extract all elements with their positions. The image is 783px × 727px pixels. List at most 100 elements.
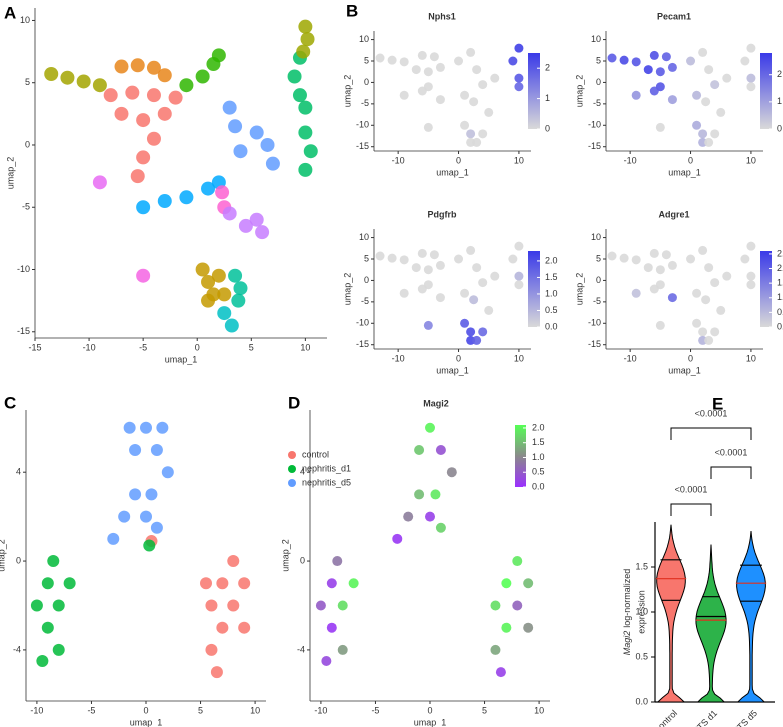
cell-point — [392, 533, 403, 544]
cell-point — [746, 280, 756, 290]
cell-point — [233, 281, 248, 296]
cell-point — [746, 82, 756, 92]
cell-point — [200, 577, 212, 590]
cell-point — [156, 421, 169, 434]
cell-point — [631, 288, 641, 298]
colorbar-label: 0.0 — [532, 481, 545, 491]
cell-point — [643, 65, 653, 75]
cell-point — [348, 578, 359, 589]
colorbar-label: 2 — [545, 63, 550, 73]
cell-point — [337, 644, 348, 655]
cell-point — [716, 305, 726, 315]
violin-body — [736, 530, 766, 703]
cell-point — [478, 327, 488, 337]
cell-point — [296, 44, 311, 59]
cell-point — [466, 245, 476, 255]
cell-point — [631, 255, 641, 265]
legend-label: nephritis_d5 — [302, 477, 351, 487]
cell-point — [157, 194, 172, 209]
cell-point — [704, 263, 714, 273]
cell-point — [655, 320, 665, 330]
cell-point — [399, 255, 409, 265]
cell-point — [201, 181, 216, 196]
cell-point — [514, 280, 524, 290]
y-tick-label: -10 — [588, 318, 601, 328]
cell-point — [698, 327, 708, 337]
cell-point — [423, 265, 433, 275]
colorbar — [528, 251, 540, 327]
cell-point — [114, 59, 129, 74]
x-axis-label: umap_1 — [436, 365, 469, 375]
colorbar — [760, 53, 772, 129]
cell-point — [667, 260, 677, 270]
x-tick-label: 10 — [300, 342, 310, 352]
y-tick-label: -15 — [588, 141, 601, 151]
cell-point — [224, 318, 239, 333]
x-tick-label: 5 — [482, 705, 487, 715]
cell-point — [414, 444, 425, 455]
cell-point — [746, 73, 756, 83]
cell-point — [255, 225, 270, 240]
cell-point — [161, 466, 174, 479]
cell-point — [446, 467, 457, 478]
cell-point — [466, 327, 476, 337]
cell-point — [233, 144, 248, 159]
cell-point — [140, 510, 152, 523]
cell-point — [649, 284, 659, 294]
cell-point — [472, 65, 482, 75]
cell-point — [710, 129, 720, 139]
y-axis-label: umap_2 — [5, 157, 15, 190]
cell-point — [423, 122, 433, 132]
panel-letter: E — [712, 394, 723, 413]
x-tick-label: 0 — [688, 353, 693, 363]
x-tick-label: -10 — [30, 705, 43, 715]
cell-point — [692, 90, 702, 100]
cell-point — [399, 288, 409, 298]
cell-point — [63, 577, 76, 590]
x-tick-label: 0 — [456, 155, 461, 165]
cell-point — [114, 106, 129, 121]
colorbar-label: 1.0 — [777, 292, 783, 302]
cell-point — [217, 287, 232, 302]
y-tick-label: 5 — [364, 253, 369, 263]
cell-point — [298, 162, 313, 177]
cell-point — [508, 56, 518, 66]
cell-point — [123, 421, 136, 434]
y-tick-label: 5 — [364, 55, 369, 65]
cell-point — [466, 47, 476, 57]
x-tick-label: 10 — [514, 353, 524, 363]
cell-point — [60, 70, 75, 85]
y-tick-label: 0 — [300, 555, 305, 565]
cell-point — [514, 82, 524, 92]
cell-point — [523, 578, 534, 589]
x-tick-label: -10 — [624, 155, 637, 165]
y-tick-label: -10 — [356, 318, 369, 328]
cell-point — [435, 260, 445, 270]
cell-point — [146, 131, 161, 146]
y-tick-label: -5 — [361, 98, 369, 108]
legend-label: control — [302, 449, 329, 459]
cell-point — [140, 421, 152, 434]
x-tick-label: -10 — [314, 705, 327, 715]
y-axis-label: umap_2 — [342, 273, 352, 306]
significance-bracket — [710, 466, 752, 479]
cell-point — [326, 578, 337, 589]
cell-point — [129, 443, 142, 456]
y-tick-label: 0.0 — [635, 696, 648, 706]
cell-point — [508, 254, 518, 264]
cell-point — [435, 95, 445, 105]
cell-point — [249, 212, 264, 227]
x-tick-label: -10 — [392, 155, 405, 165]
cell-point — [205, 643, 218, 656]
y-axis-label: umap_2 — [574, 75, 584, 108]
cell-point — [701, 97, 711, 107]
cell-point — [52, 643, 65, 656]
cell-point — [429, 52, 439, 62]
cell-point — [168, 90, 183, 105]
colorbar-label: 0 — [545, 123, 550, 133]
x-axis-label: umap_1 — [436, 167, 469, 177]
cell-point — [399, 57, 409, 67]
significance-bracket — [670, 503, 712, 516]
y-axis-label: umap_2 — [280, 539, 290, 572]
